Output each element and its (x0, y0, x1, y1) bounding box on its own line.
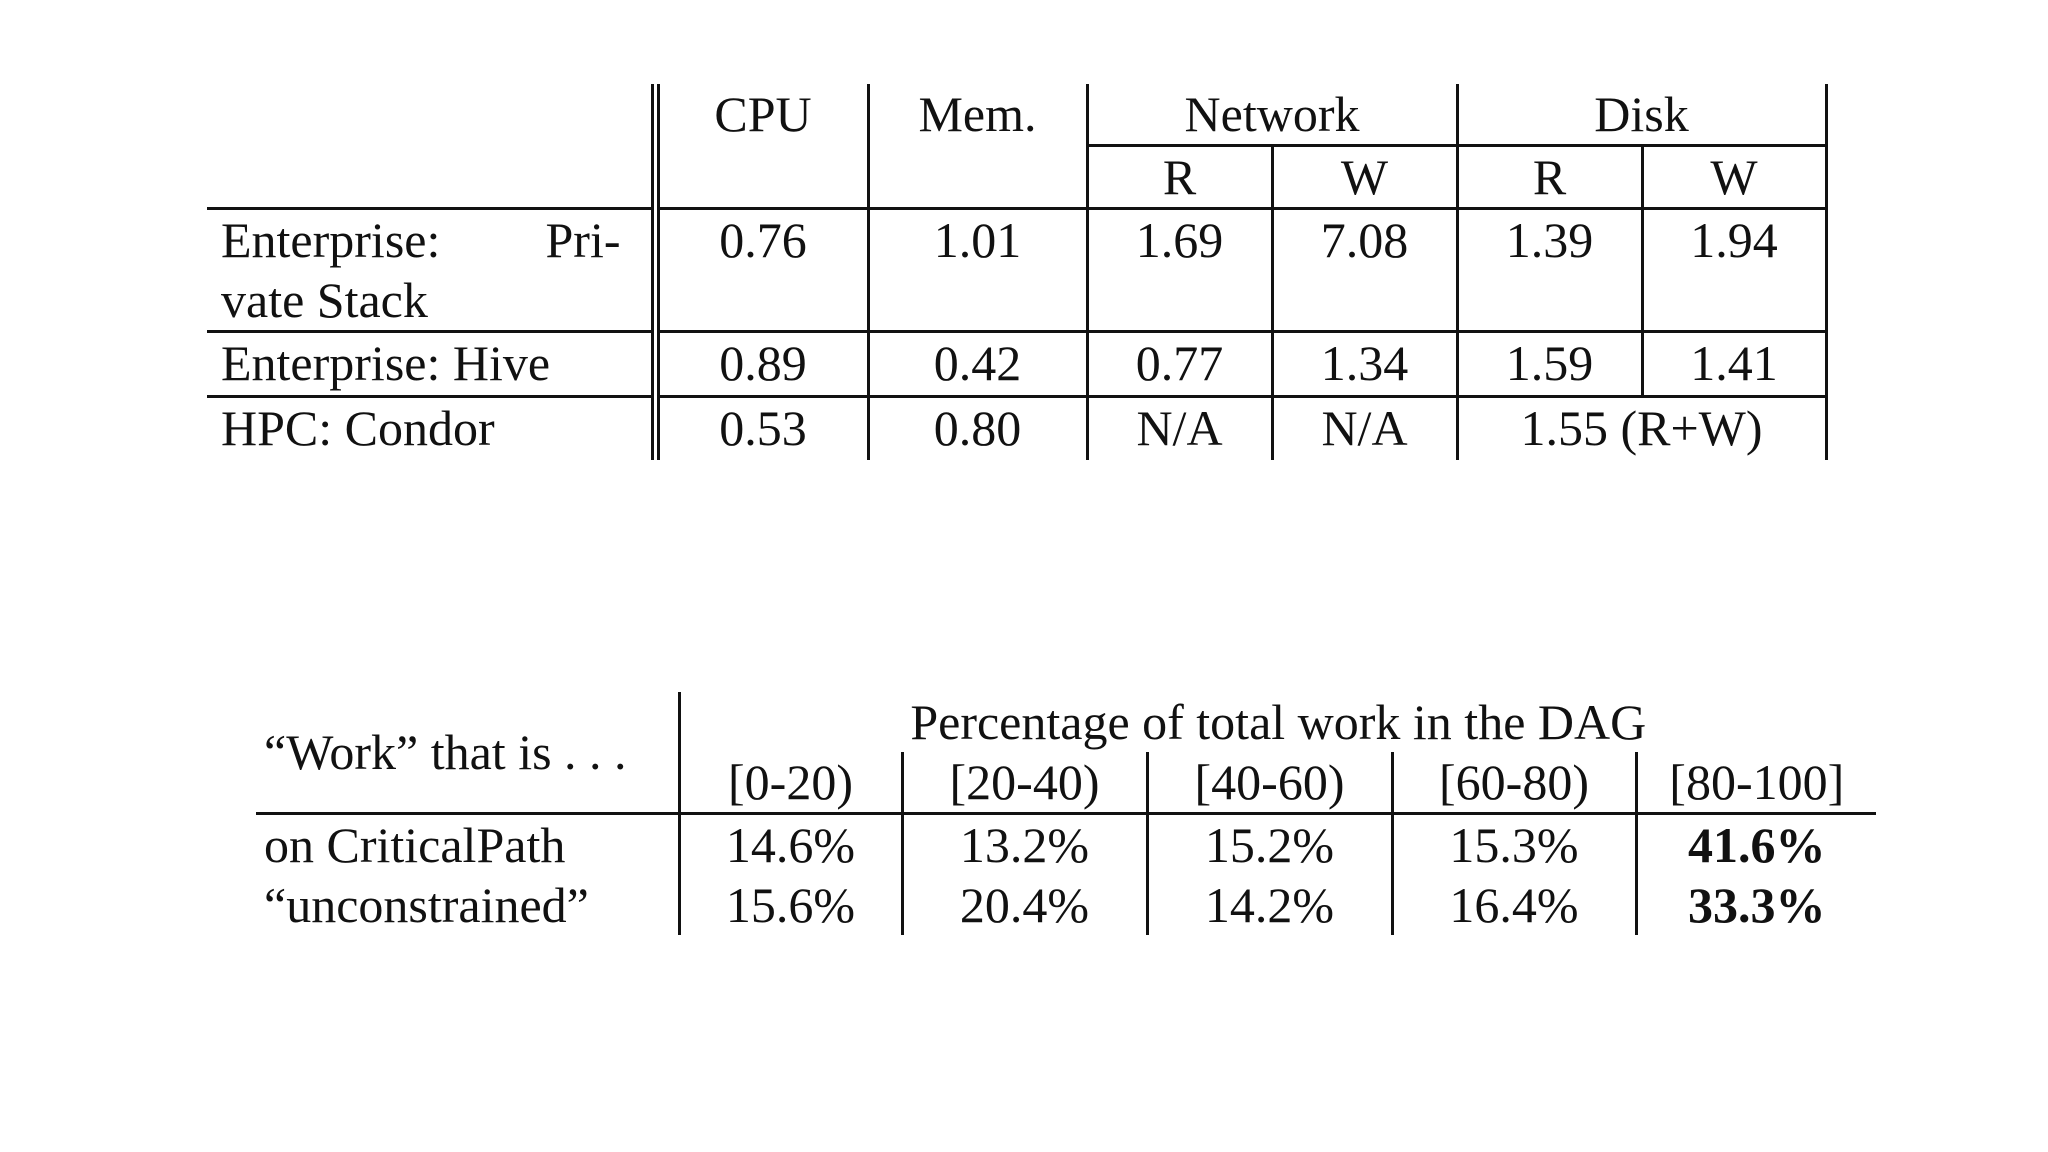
work-header: “Work” that is . . . (256, 692, 681, 815)
cell-mem: 0.80 (868, 396, 1089, 460)
header-cpu: CPU (655, 84, 870, 209)
cell-value: 13.2% (902, 813, 1149, 875)
cell-value: 15.3% (1392, 813, 1638, 875)
table-row: Enterprise: Pri- vate Stack 0.76 1.01 1.… (207, 208, 1828, 332)
bold-value: 41.6% (1688, 817, 1826, 873)
cell-value: 15.2% (1147, 813, 1394, 875)
table-row: on CriticalPath 14.6% 13.2% 15.2% 15.3% … (256, 813, 1876, 876)
header-mem: Mem. (868, 84, 1089, 209)
row-label-unconstrained: “unconstrained” (256, 875, 681, 935)
cell-net-w: 1.34 (1272, 331, 1459, 397)
cell-value: 14.2% (1147, 875, 1394, 935)
bin-header: [20-40) (902, 752, 1149, 815)
row-label-critical-path: on CriticalPath (256, 813, 681, 875)
cell-value-highlight: 33.3% (1636, 875, 1876, 935)
cell-cpu: 0.53 (655, 396, 870, 460)
cell-value: 16.4% (1392, 875, 1638, 935)
row-label-part: vate Stack (221, 272, 428, 328)
cell-disk-rw: 1.55 (R+W) (1457, 396, 1828, 460)
table-row: “unconstrained” 15.6% 20.4% 14.2% 16.4% … (256, 875, 1876, 935)
cell-cpu: 0.89 (655, 331, 870, 397)
group-header: Percentage of total work in the DAG (910, 694, 1647, 750)
corner-cell (207, 84, 660, 209)
bold-value: 33.3% (1688, 877, 1826, 933)
bin-header: [40-60) (1147, 752, 1394, 815)
resource-ratio-table: CPU Mem. Network Disk R W R W Enterprise… (207, 84, 1828, 460)
header-disk-w: W (1642, 145, 1828, 209)
cell-net-w: N/A (1272, 396, 1459, 460)
cell-mem: 1.01 (868, 208, 1089, 332)
cell-net-w: 7.08 (1272, 208, 1459, 332)
cell-disk-w: 1.94 (1642, 208, 1828, 332)
cell-disk-w: 1.41 (1642, 331, 1828, 397)
header-disk-r: R (1457, 145, 1644, 209)
cell-net-r: 0.77 (1087, 331, 1274, 397)
cell-mem: 0.42 (868, 331, 1089, 397)
bin-header: [0-20) (679, 752, 904, 815)
cell-value: 14.6% (679, 813, 904, 875)
cell-value: 15.6% (679, 875, 904, 935)
critical-path-work-table: “Work” that is . . . Percentage of total… (256, 692, 1877, 935)
header-network: Network (1087, 84, 1459, 147)
header-disk: Disk (1457, 84, 1828, 147)
table-row: HPC: Condor 0.53 0.80 N/A N/A 1.55 (R+W) (207, 396, 1828, 460)
row-label-part: Enterprise: (221, 212, 441, 268)
header-network-w: W (1272, 145, 1459, 209)
row-label-hive: Enterprise: Hive (207, 331, 660, 397)
row-label-part: Pri- (545, 212, 621, 268)
cell-cpu: 0.76 (655, 208, 870, 332)
cell-net-r: N/A (1087, 396, 1274, 460)
table-row: Enterprise: Hive 0.89 0.42 0.77 1.34 1.5… (207, 331, 1828, 397)
header-network-r: R (1087, 145, 1274, 209)
cell-disk-r: 1.59 (1457, 331, 1644, 397)
cell-value-highlight: 41.6% (1636, 814, 1876, 876)
bin-header: [60-80) (1392, 752, 1638, 815)
bin-header: [80-100] (1636, 752, 1877, 815)
cell-value: 20.4% (902, 875, 1149, 935)
cell-net-r: 1.69 (1087, 208, 1274, 332)
row-label-condor: HPC: Condor (207, 396, 660, 460)
row-label-private-stack: Enterprise: Pri- vate Stack (207, 208, 660, 332)
cell-disk-r: 1.39 (1457, 208, 1644, 332)
